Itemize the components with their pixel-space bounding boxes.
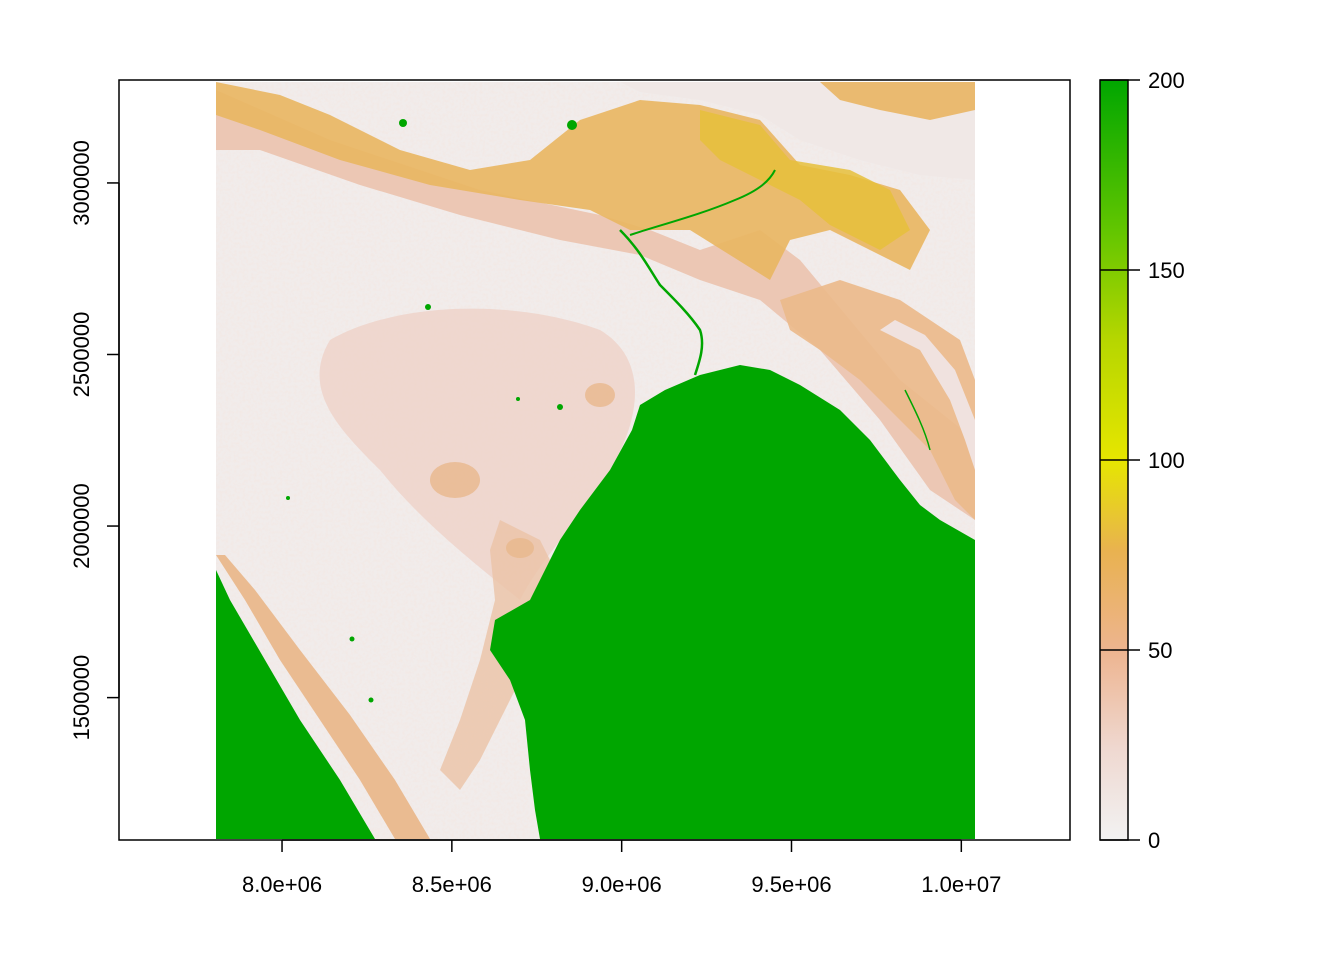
y-axis: 1500000 2000000 2500000 3000000 <box>69 140 120 741</box>
legend-tick-label: 0 <box>1148 828 1160 853</box>
lake-1 <box>567 120 577 130</box>
y-tick-label: 2500000 <box>69 312 94 398</box>
lake-4 <box>557 404 563 410</box>
x-tick-label: 1.0e+07 <box>921 872 1001 897</box>
x-axis: 8.0e+06 8.5e+06 9.0e+06 9.5e+06 1.0e+07 <box>242 839 1001 897</box>
irrawaddy-river <box>904 389 931 451</box>
y-tick-label: 1500000 <box>69 655 94 741</box>
legend-colorbar: 0 50 100 150 200 <box>1099 68 1185 853</box>
himalaya-foothills <box>216 90 975 520</box>
tibet-orange-top <box>820 82 975 120</box>
ganges-river <box>619 229 704 376</box>
legend-tick-label: 200 <box>1148 68 1185 93</box>
lake-6 <box>368 697 374 703</box>
legend-frame <box>1099 79 1129 841</box>
x-tick-label: 8.5e+06 <box>412 872 492 897</box>
brahmaputra-river <box>629 169 776 236</box>
x-tick-label: 9.0e+06 <box>582 872 662 897</box>
highland-patch-2 <box>585 383 615 407</box>
legend-tick-label: 100 <box>1148 448 1185 473</box>
x-tick-label: 8.0e+06 <box>242 872 322 897</box>
bay-of-bengal <box>490 365 975 839</box>
lake-7 <box>516 397 520 401</box>
western-ghats <box>216 555 430 839</box>
lake-8 <box>286 496 290 500</box>
plateau-region <box>319 308 635 600</box>
x-tick-label: 9.5e+06 <box>751 872 831 897</box>
arabian-sea <box>216 570 375 839</box>
lake-2 <box>399 119 407 127</box>
lake-3 <box>425 304 431 310</box>
tibet-high <box>700 110 910 250</box>
highland-patch-1 <box>430 462 480 498</box>
highland-patch-3 <box>506 538 534 558</box>
y-tick-label: 3000000 <box>69 140 94 226</box>
legend-tick-label: 150 <box>1148 258 1185 283</box>
raster-image <box>216 82 975 839</box>
y-tick-label: 2000000 <box>69 483 94 569</box>
legend-tick-label: 50 <box>1148 638 1172 663</box>
lake-5 <box>349 636 355 642</box>
irrawaddy-valley <box>880 320 975 470</box>
